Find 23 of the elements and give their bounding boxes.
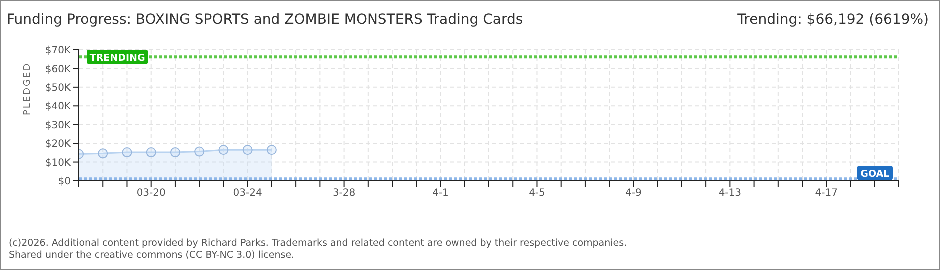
x-tick-label: 4-13 bbox=[718, 188, 742, 200]
text: Shared under the creative commons (CC BY-NC 3.0) license. bbox=[9, 250, 296, 262]
y-tick-label: $20K bbox=[45, 139, 72, 150]
ref-line-label: GOAL bbox=[860, 169, 890, 180]
ref-line-label: TRENDING bbox=[90, 53, 146, 64]
chart-title: Funding Progress: BOXING SPORTS and ZOMBIE MONSTERS Trading Cards bbox=[7, 12, 524, 28]
y-tick-label: $10K bbox=[45, 158, 72, 169]
x-tick-label: 03-24 bbox=[233, 188, 262, 200]
text: (c)2026. Additional content provided by Richard Parks. Trademarks and related content are owned by their respective companies. bbox=[9, 238, 628, 250]
y-tick-label: $30K bbox=[45, 120, 72, 132]
x-tick-label: 4-1 bbox=[432, 188, 449, 200]
y-tick-label: $60K bbox=[45, 64, 72, 76]
y-tick-label: $40K bbox=[45, 102, 72, 113]
chart-subtitle: Trending: $66,192 (6619%) bbox=[738, 12, 929, 28]
x-tick-label: 03-20 bbox=[136, 188, 166, 200]
y-tick-label: $70K bbox=[45, 46, 72, 57]
y-tick-label: $0 bbox=[58, 176, 71, 188]
x-tick-label: 3-28 bbox=[332, 188, 356, 200]
y-axis-title: PLEDGED bbox=[23, 62, 34, 116]
x-tick-label: 4-5 bbox=[529, 188, 546, 200]
y-tick-label: $50K bbox=[45, 82, 72, 94]
x-tick-label: 4-17 bbox=[815, 188, 838, 200]
x-tick-label: 4-9 bbox=[626, 188, 642, 200]
